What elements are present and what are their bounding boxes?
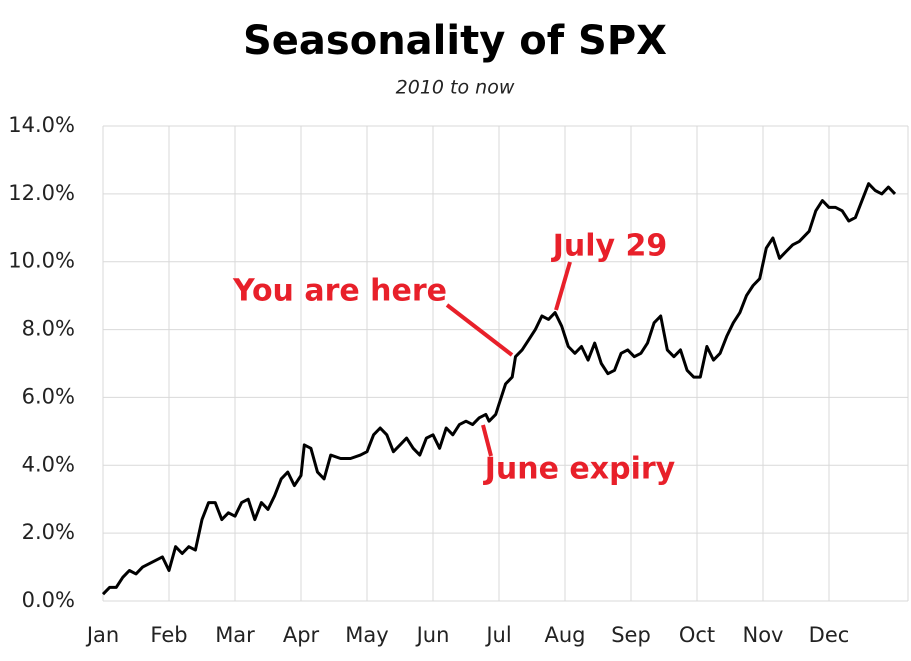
x-tick-label: Jan — [85, 623, 119, 647]
x-tick-label: Sep — [611, 623, 651, 647]
annotation: July 29 — [551, 229, 668, 264]
chart-title: Seasonality of SPX — [243, 18, 667, 64]
x-tick-label: Mar — [215, 623, 255, 647]
y-tick-label: 10.0% — [8, 249, 75, 273]
y-tick-label: 14.0% — [8, 113, 75, 137]
x-tick-label: Jul — [484, 623, 511, 647]
x-tick-label: Nov — [743, 623, 784, 647]
annotation-pointer — [445, 303, 514, 357]
annotation: You are here — [232, 274, 447, 309]
series-line — [101, 182, 897, 596]
x-tick-label: Aug — [544, 623, 585, 647]
y-tick-label: 2.0% — [22, 520, 75, 544]
x-tick-label: Dec — [809, 623, 850, 647]
y-tick-label: 4.0% — [22, 452, 75, 476]
x-tick-label: Oct — [679, 623, 715, 647]
x-tick-label: Feb — [150, 623, 187, 647]
annotation-pointer — [554, 261, 572, 311]
x-tick-label: Apr — [283, 623, 320, 647]
y-tick-label: 8.0% — [22, 317, 75, 341]
y-tick-label: 6.0% — [22, 384, 75, 408]
chart-subtitle: 2010 to now — [396, 77, 515, 99]
y-tick-label: 12.0% — [8, 181, 75, 205]
x-tick-label: May — [345, 623, 388, 647]
annotation-pointer — [481, 424, 493, 457]
x-tick-label: Jun — [415, 623, 450, 647]
annotation: June expiry — [483, 452, 676, 487]
y-tick-label: 0.0% — [22, 588, 75, 612]
